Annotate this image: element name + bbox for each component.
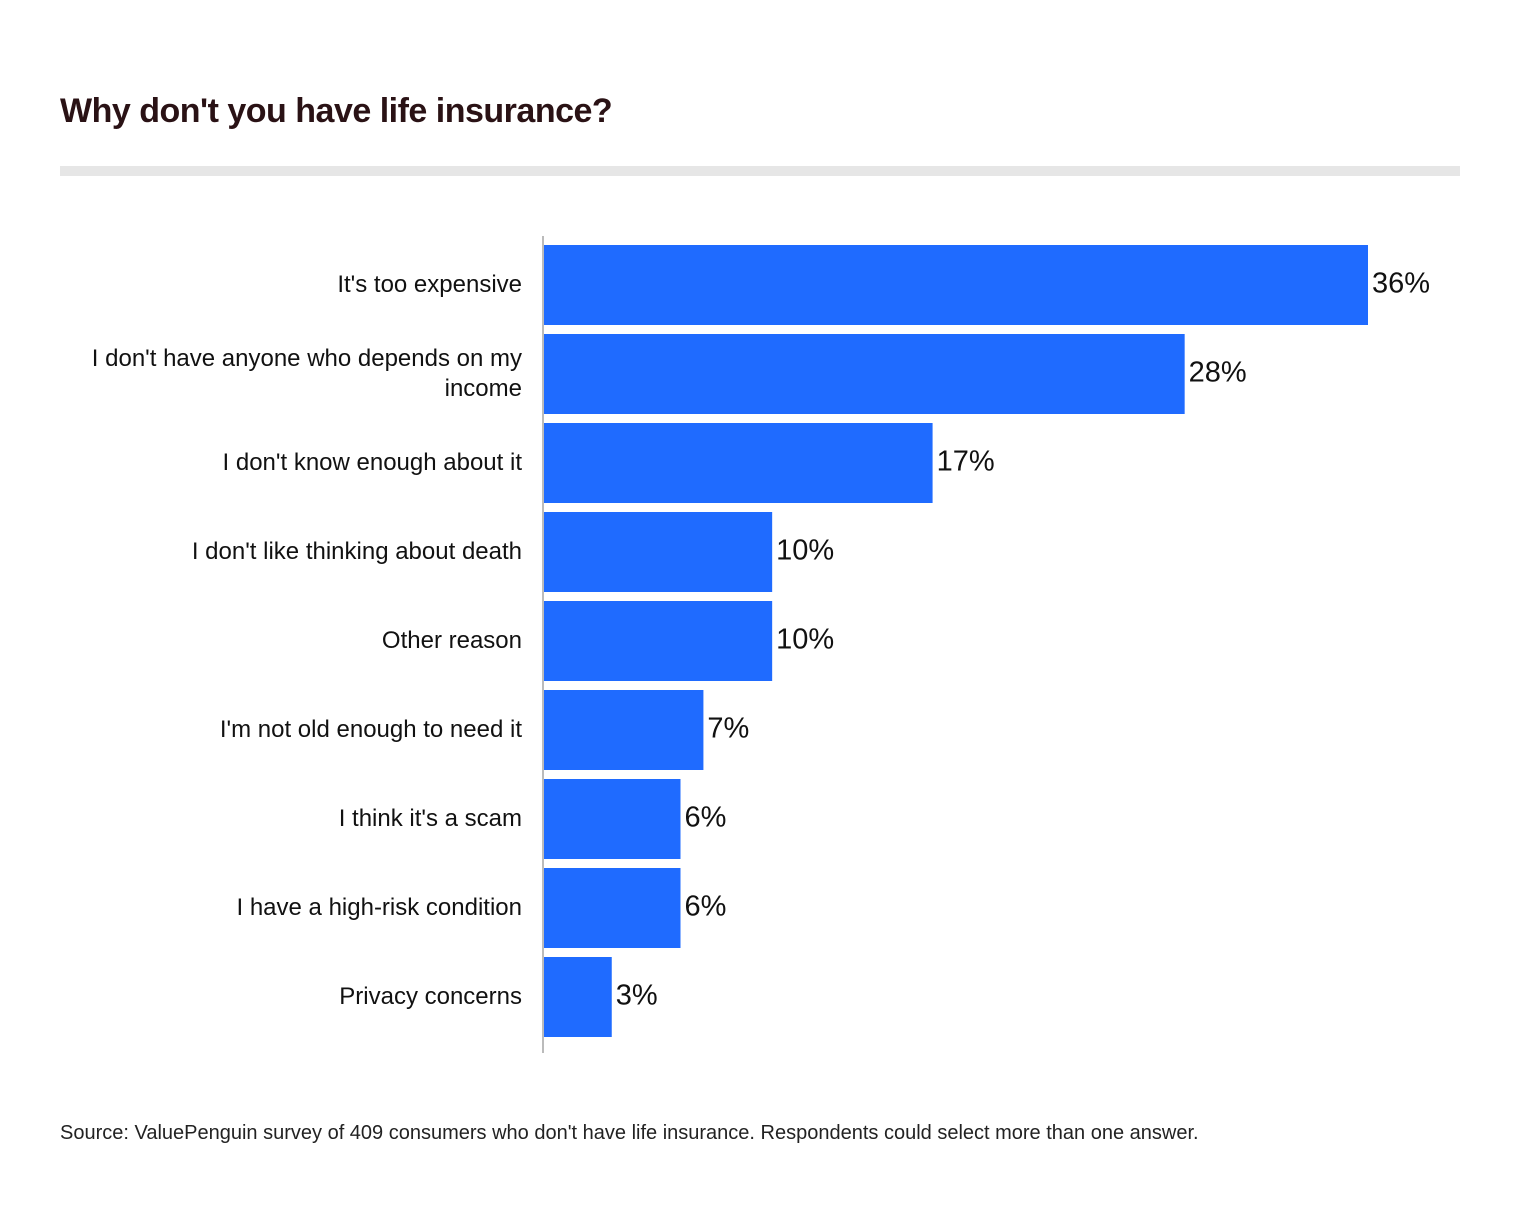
value-label: 6% <box>685 802 727 834</box>
source-note: Source: ValuePenguin survey of 409 consu… <box>60 1122 1199 1144</box>
category-label: Other reason <box>381 627 522 654</box>
bar <box>544 868 681 948</box>
value-label: 17% <box>937 446 995 478</box>
bar <box>544 245 1368 325</box>
chart-title: Why don't you have life insurance? <box>60 92 613 130</box>
bar <box>544 957 612 1037</box>
category-label: I don't have anyone who depends on my in… <box>91 345 522 402</box>
category-label: Privacy concerns <box>339 983 522 1010</box>
bar <box>544 423 933 503</box>
bar <box>544 779 681 859</box>
category-label: It's too expensive <box>337 271 522 298</box>
category-label: I think it's a scam <box>338 805 522 832</box>
value-label: 10% <box>776 624 834 656</box>
bar <box>544 334 1185 414</box>
category-label: I don't like thinking about death <box>191 538 522 565</box>
category-label: I don't know enough about it <box>222 449 522 476</box>
value-label: 28% <box>1189 357 1247 389</box>
category-label: I have a high-risk condition <box>236 894 523 921</box>
bar <box>544 512 773 592</box>
value-label: 3% <box>616 980 658 1012</box>
bar <box>544 690 704 770</box>
value-label: 7% <box>707 713 749 745</box>
value-label: 36% <box>1372 268 1430 300</box>
value-label: 10% <box>776 535 834 567</box>
category-label: I'm not old enough to need it <box>219 716 522 743</box>
value-label: 6% <box>685 891 727 923</box>
title-rule <box>60 166 1460 176</box>
bar <box>544 601 773 681</box>
